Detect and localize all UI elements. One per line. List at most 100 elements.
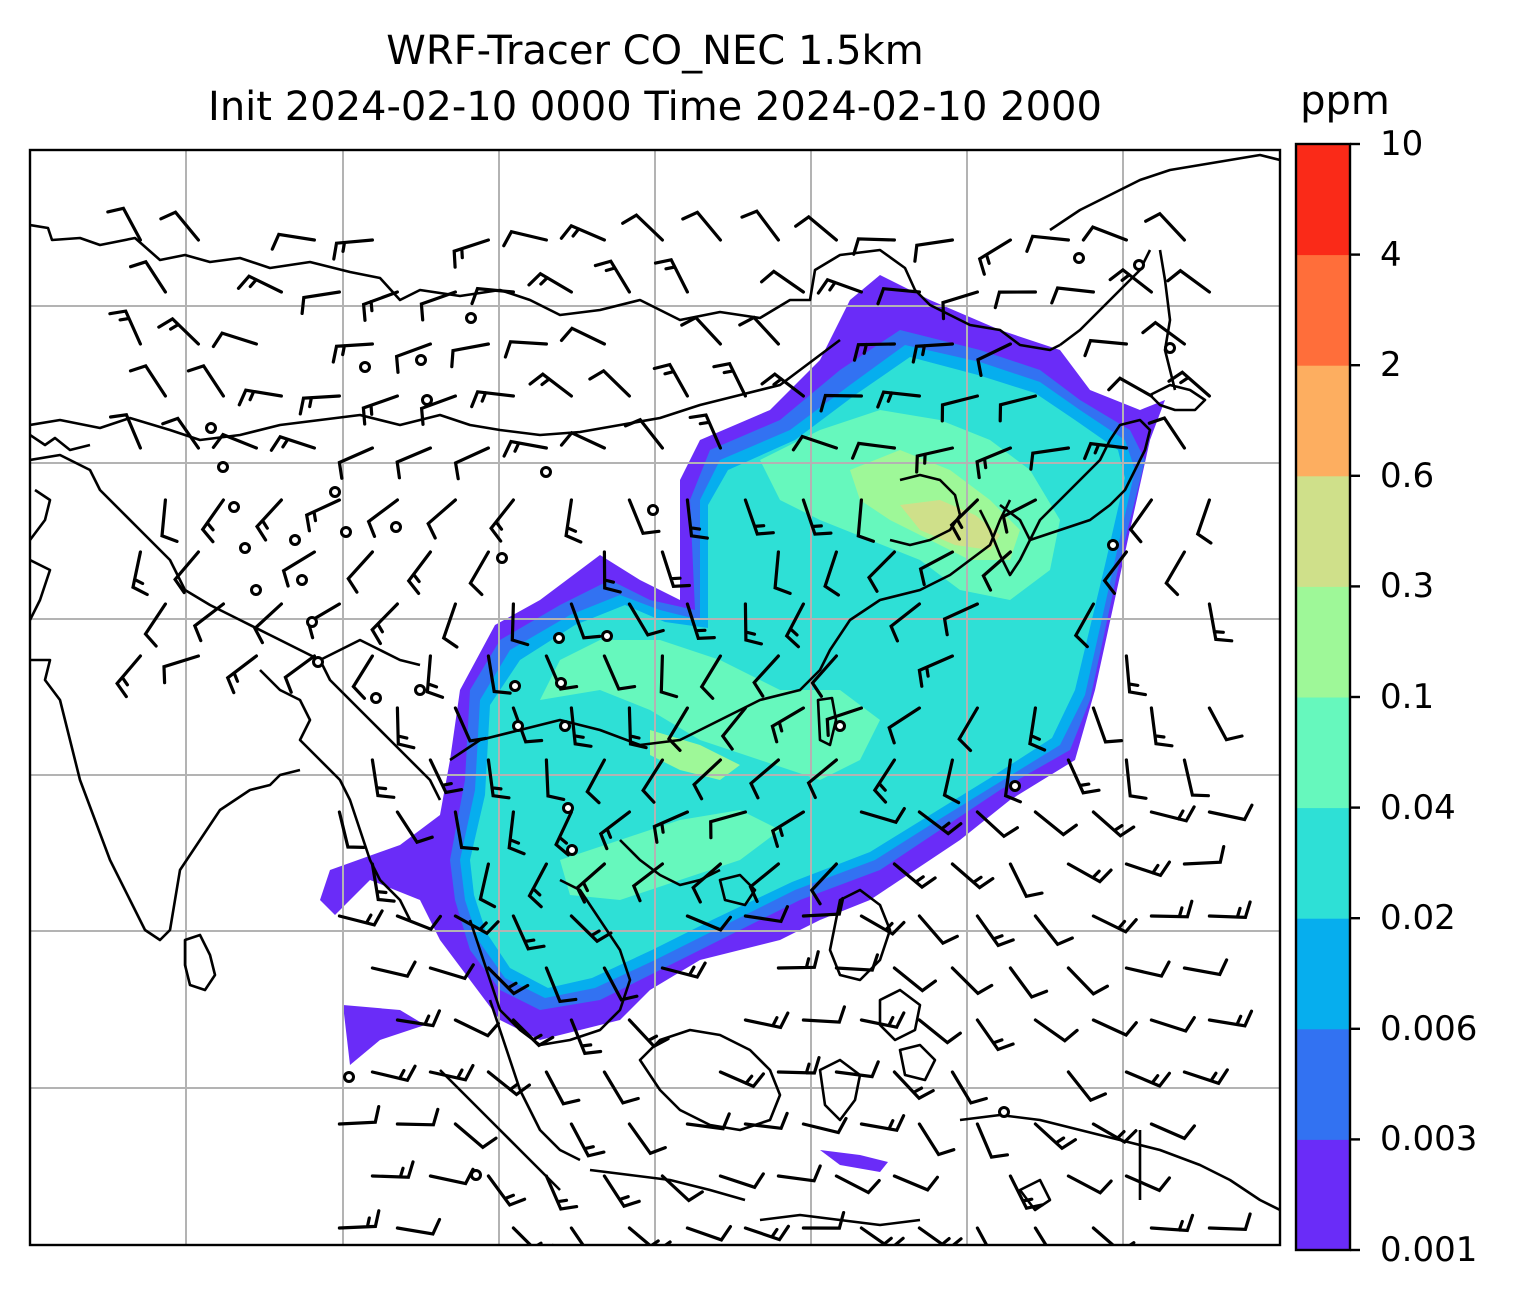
wind-barb: [453, 810, 480, 851]
philippines-3: [898, 1043, 937, 1082]
colorbar-segment: [1296, 475, 1350, 587]
wind-barb: [1124, 758, 1148, 800]
wind-barb: [942, 758, 961, 805]
calm-wind-circle: [647, 504, 659, 516]
calm-wind-circle: [329, 486, 341, 498]
wind-barb: [511, 914, 546, 951]
wind-barb: [569, 914, 613, 944]
wind-barb: [470, 286, 515, 306]
wind-barb: [1008, 966, 1049, 999]
wind-barb: [1149, 1122, 1196, 1141]
wind-barb: [621, 213, 664, 242]
wind-barb: [366, 498, 399, 538]
wind-barb: [453, 1122, 498, 1150]
wind-barb: [1033, 1122, 1077, 1151]
wind-barb: [950, 966, 994, 996]
calm-wind-circle: [834, 720, 846, 732]
wind-barb: [237, 388, 283, 407]
wind-barb: [1182, 1068, 1229, 1086]
calm-wind-circle: [205, 422, 217, 434]
wind-barb: [569, 706, 593, 748]
wind-barb: [852, 237, 896, 256]
wind-barb: [940, 394, 979, 423]
wind-barb: [569, 602, 602, 640]
wind-barb: [511, 706, 544, 744]
wind-barb: [569, 1018, 603, 1056]
wind-barb: [752, 654, 780, 698]
wind-barb: [1008, 862, 1044, 899]
wind-barb: [627, 1226, 672, 1245]
wind-barb: [559, 223, 606, 242]
sri-lanka: [183, 933, 217, 992]
wind-barb: [801, 1116, 848, 1135]
wind-barb: [852, 342, 896, 362]
calm-wind-circle: [601, 630, 613, 642]
wind-barb: [544, 758, 566, 801]
wind-barb: [660, 550, 691, 588]
wind-barb: [281, 550, 316, 588]
wind-barb: [602, 966, 639, 1002]
wind-barb: [917, 914, 959, 946]
wind-barb: [892, 966, 937, 993]
wind-barb: [470, 390, 515, 409]
wind-barb: [300, 290, 341, 315]
wind-barb: [627, 1018, 670, 1049]
wind-barb: [361, 290, 399, 322]
wind-barb: [453, 446, 490, 481]
wind-barb: [917, 810, 963, 836]
wind-barb: [720, 706, 747, 751]
colorbar-tick-label: 0.04: [1380, 787, 1456, 828]
wind-barb: [503, 340, 548, 359]
wind-barb: [1003, 758, 1022, 804]
wind-barb: [660, 1174, 704, 1203]
wind-barb: [298, 394, 341, 416]
wind-barb: [975, 1018, 1015, 1052]
wind-barb: [1149, 899, 1194, 919]
wind-barb: [631, 862, 664, 903]
wind-barb: [950, 1070, 988, 1105]
colorbar-segment: [1296, 918, 1350, 1030]
calm-wind-circle: [421, 394, 433, 406]
wind-barb: [1066, 862, 1113, 884]
kazakh-line: [30, 433, 91, 452]
co-tracer-plume: [320, 275, 1165, 1172]
wind-barb: [685, 498, 709, 540]
wind-barb: [395, 810, 434, 845]
wind-barb: [406, 550, 432, 595]
wind-barb: [977, 238, 1012, 276]
wind-barb: [791, 434, 838, 452]
colorbar-tick-label: 0.02: [1380, 898, 1456, 939]
wind-barb: [186, 363, 225, 398]
wind-barb: [564, 498, 583, 544]
wind-barb: [332, 238, 374, 261]
wind-barb: [942, 602, 979, 637]
wind-barb: [859, 914, 906, 936]
wind-barb: [859, 1114, 906, 1132]
wind-barb: [346, 550, 374, 594]
wind-barb: [738, 315, 780, 346]
wind-barb: [1091, 706, 1124, 744]
wind-barb: [1033, 1018, 1079, 1043]
wind-barb: [692, 758, 722, 801]
wind-barb: [660, 961, 707, 979]
calm-wind-circle: [312, 656, 324, 668]
wind-barb: [691, 862, 722, 904]
colorbar-tick-label: 0.001: [1380, 1230, 1478, 1270]
calm-wind-circle: [998, 1106, 1010, 1118]
wind-barb: [1066, 1070, 1107, 1103]
map-frame: [28, 148, 1282, 1247]
wind-barb: [993, 290, 1037, 310]
wind-barb: [760, 269, 805, 294]
wind-barb: [641, 758, 664, 804]
wind-barb: [507, 810, 526, 856]
wind-barb: [395, 914, 442, 932]
wind-barb: [1102, 550, 1128, 595]
wind-barb: [192, 602, 225, 643]
wind-barb: [173, 550, 200, 595]
calm-wind-circle: [540, 466, 552, 478]
colorbar-tick-label: 0.003: [1380, 1119, 1478, 1160]
wind-barb: [468, 550, 490, 597]
wind-barb: [1149, 706, 1174, 748]
wind-barb: [559, 326, 606, 346]
wind-barb: [685, 1112, 731, 1131]
